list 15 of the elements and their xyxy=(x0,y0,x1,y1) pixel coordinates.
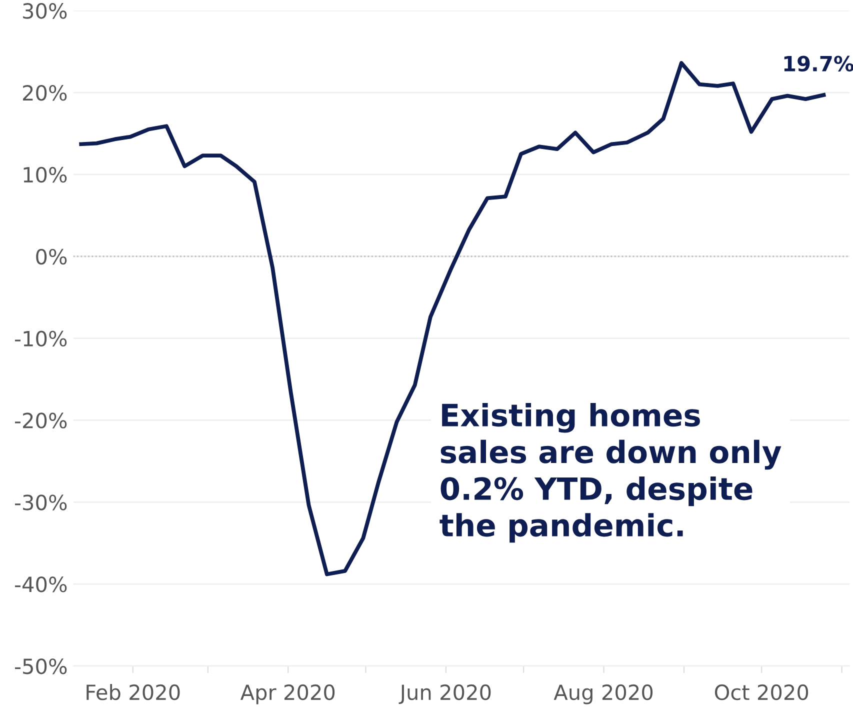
x-tick-label: Apr 2020 xyxy=(240,684,335,704)
y-tick-label: -30% xyxy=(15,494,67,510)
x-tick-label: Jun 2020 xyxy=(398,684,491,704)
x-tick-label: Feb 2020 xyxy=(86,684,180,700)
x-tick-label: Oct 2020 xyxy=(714,684,808,700)
y-tick-label: 30% xyxy=(23,3,67,19)
y-tick-label: -40% xyxy=(15,576,67,592)
y-tick-label: 10% xyxy=(24,166,67,183)
y-tick-label: -20% xyxy=(15,412,67,428)
y-tick-label: -50% xyxy=(15,658,67,674)
annotation: Existing homes sales are down only 0.2% YTD, despite the pandemic. xyxy=(440,402,782,543)
y-tick-label: 20% xyxy=(23,84,67,101)
x-tick-label: Aug 2020 xyxy=(554,684,653,704)
y-tick-label: 0% xyxy=(36,248,67,265)
y-tick-label: -10% xyxy=(15,330,67,347)
